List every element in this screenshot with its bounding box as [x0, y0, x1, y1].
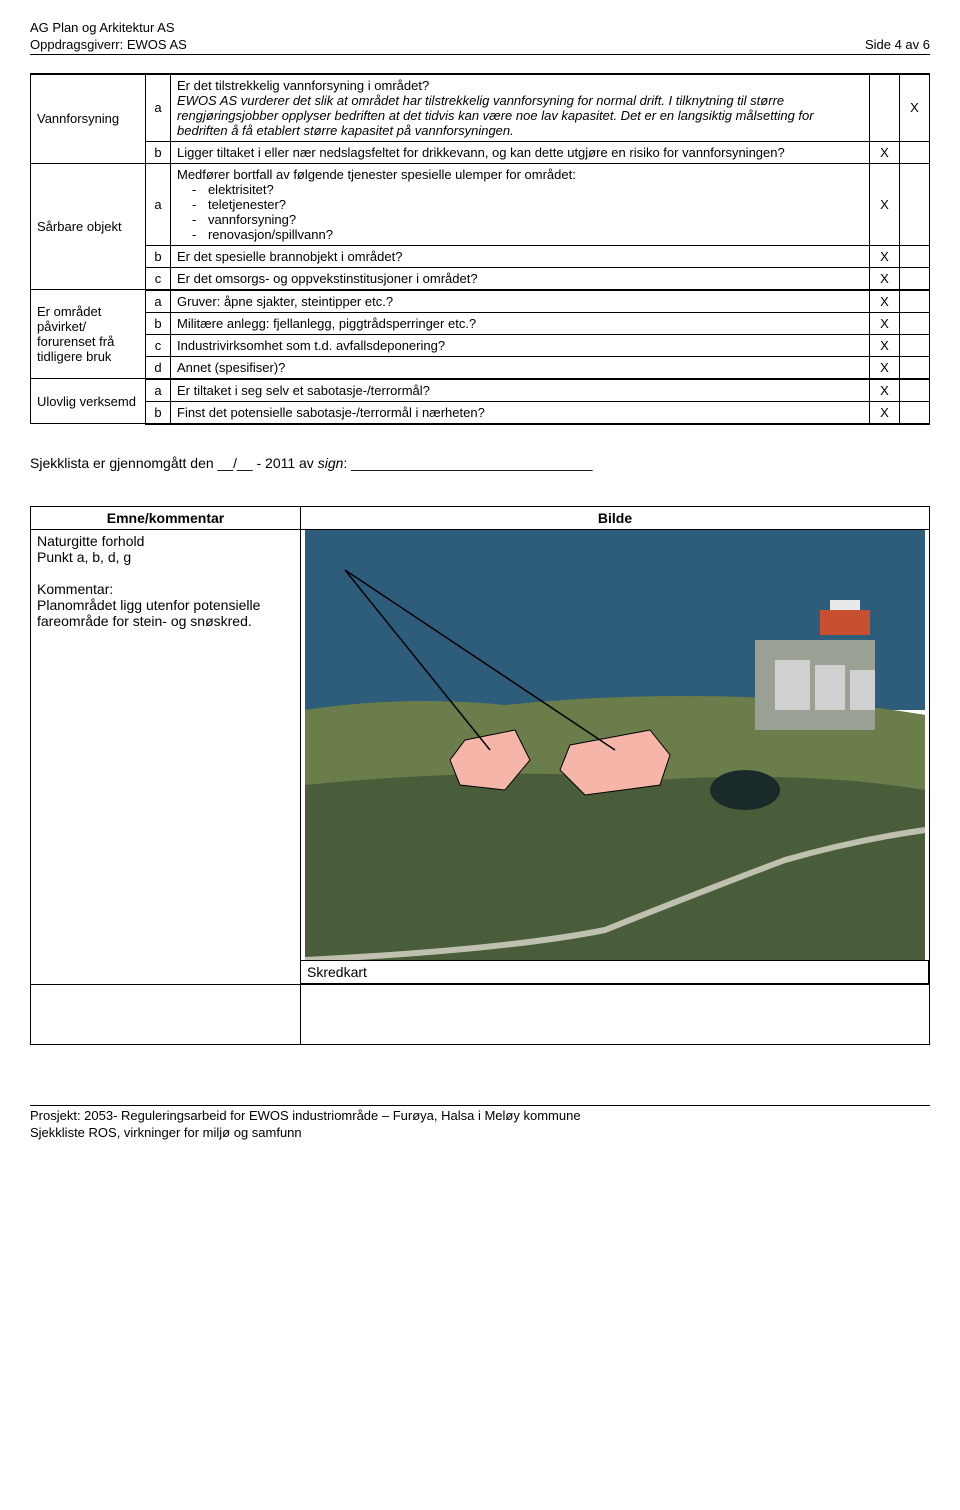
map-building — [850, 670, 875, 710]
text-cell: Ligger tiltaket i eller nær nedslagsfelt… — [171, 141, 870, 163]
naturgitte-label: Naturgitte forhold — [37, 533, 144, 549]
signature-suffix: : _______________________________ — [343, 455, 592, 471]
page-footer: Prosjekt: 2053- Reguleringsarbeid for EW… — [30, 1105, 930, 1142]
letter-cell: b — [146, 141, 171, 163]
map-ship-top — [830, 600, 860, 610]
naturgitte-cell: Naturgitte forhold Punkt a, b, d, g Komm… — [31, 529, 301, 684]
bullet-item: vannforsyning? — [207, 212, 863, 227]
mark-cell — [900, 290, 930, 313]
letter-cell: c — [146, 267, 171, 290]
mark-cell — [900, 163, 930, 245]
label-eromradet: Er området påvirket/ forurenset frå tidl… — [31, 290, 146, 379]
text-line: Medfører bortfall av følgende tjenester … — [177, 167, 576, 182]
signature-prefix: Sjekklista er gjennomgått den __/__ - 20… — [30, 455, 318, 471]
label-sarbare: Sårbare objekt — [31, 163, 146, 290]
letter-cell: a — [146, 290, 171, 313]
page-header: AG Plan og Arkitektur AS Oppdragsgiverr:… — [30, 20, 930, 55]
text-cell: Gruver: åpne sjakter, steintipper etc.? — [171, 290, 870, 313]
mark-cell — [900, 312, 930, 334]
footer-line2: Sjekkliste ROS, virkninger for miljø og … — [30, 1125, 930, 1142]
label-ulovlig: Ulovlig verksemd — [31, 379, 146, 424]
header-page: Side 4 av 6 — [865, 37, 930, 54]
header-client: Oppdragsgiverr: EWOS AS — [30, 37, 187, 54]
text-cell: Er tiltaket i seg selv et sabotasje-/ter… — [171, 379, 870, 402]
kommentar-label: Kommentar: — [37, 581, 113, 597]
map-container — [301, 530, 929, 960]
empty-row-cell — [31, 984, 301, 1044]
mark-cell: X — [870, 290, 900, 313]
letter-cell: d — [146, 356, 171, 379]
mark-cell — [900, 356, 930, 379]
mark-cell: X — [870, 163, 900, 245]
mark-cell: X — [870, 245, 900, 267]
mark-cell: X — [870, 356, 900, 379]
bullet-item: teletjenester? — [207, 197, 863, 212]
text-cell: Medfører bortfall av følgende tjenester … — [171, 163, 870, 245]
bullet-list: elektrisitet? teletjenester? vannforsyni… — [177, 182, 863, 242]
mark-cell — [870, 74, 900, 142]
map-cell: Skredkart — [301, 529, 930, 984]
letter-cell: a — [146, 74, 171, 142]
empty-cell — [31, 684, 301, 984]
text-line: Er det tilstrekkelig vannforsyning i omr… — [177, 78, 429, 93]
mark-cell — [900, 401, 930, 424]
text-cell: Militære anlegg: fjellanlegg, piggtrådsp… — [171, 312, 870, 334]
mark-cell: X — [900, 74, 930, 142]
main-table: Vannforsyning a Er det tilstrekkelig van… — [30, 73, 930, 425]
mark-cell — [900, 379, 930, 402]
letter-cell: a — [146, 163, 171, 245]
label-vannforsyning: Vannforsyning — [31, 74, 146, 164]
text-cell: Er det omsorgs- og oppvekstinstitusjoner… — [171, 267, 870, 290]
text-italic: EWOS AS vurderer det slik at området har… — [177, 93, 814, 138]
letter-cell: b — [146, 401, 171, 424]
kommentar-text: Planområdet ligg utenfor potensielle far… — [37, 597, 260, 629]
map-building — [815, 665, 845, 710]
letter-cell: c — [146, 334, 171, 356]
letter-cell: b — [146, 245, 171, 267]
text-cell: Finst det potensielle sabotasje-/terrorm… — [171, 401, 870, 424]
sub-table: Emne/kommentar Bilde Naturgitte forhold … — [30, 506, 930, 1045]
empty-row-cell — [301, 984, 930, 1044]
mark-cell — [900, 267, 930, 290]
footer-line1: Prosjekt: 2053- Reguleringsarbeid for EW… — [30, 1108, 930, 1125]
mark-cell — [900, 334, 930, 356]
map-lake — [710, 770, 780, 810]
text-cell: Er det tilstrekkelig vannforsyning i omr… — [171, 74, 870, 142]
bullet-item: elektrisitet? — [207, 182, 863, 197]
letter-cell: a — [146, 379, 171, 402]
punkt-label: Punkt a, b, d, g — [37, 549, 131, 565]
header-company: AG Plan og Arkitektur AS — [30, 20, 930, 37]
text-cell: Annet (spesifiser)? — [171, 356, 870, 379]
mark-cell: X — [870, 401, 900, 424]
mark-cell: X — [870, 141, 900, 163]
mark-cell — [900, 141, 930, 163]
mark-cell: X — [870, 267, 900, 290]
map-svg — [301, 530, 929, 960]
subtable-col2: Bilde — [301, 506, 930, 529]
mark-cell — [900, 245, 930, 267]
mark-cell: X — [870, 334, 900, 356]
subtable-col1: Emne/kommentar — [31, 506, 301, 529]
text-cell: Industrivirksomhet som t.d. avfallsdepon… — [171, 334, 870, 356]
bullet-item: renovasjon/spillvann? — [207, 227, 863, 242]
map-ship — [820, 610, 870, 635]
map-label: Skredkart — [301, 960, 929, 984]
mark-cell: X — [870, 379, 900, 402]
letter-cell: b — [146, 312, 171, 334]
map-building — [775, 660, 810, 710]
signature-sign: sign — [318, 455, 344, 471]
signature-line: Sjekklista er gjennomgått den __/__ - 20… — [30, 455, 930, 471]
text-cell: Er det spesielle brannobjekt i området? — [171, 245, 870, 267]
mark-cell: X — [870, 312, 900, 334]
